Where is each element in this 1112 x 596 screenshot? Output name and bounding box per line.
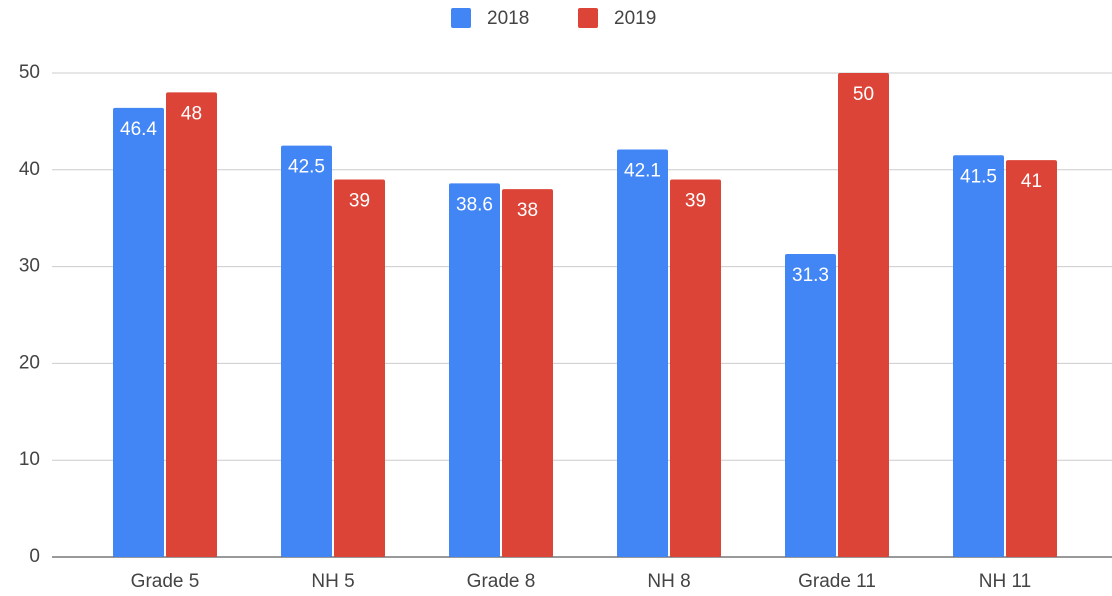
legend-label: 2018: [487, 8, 529, 29]
y-tick-label: 10: [19, 449, 40, 470]
legend-label: 2019: [614, 8, 656, 29]
data-label: 50: [853, 84, 874, 105]
data-label: 48: [181, 103, 202, 124]
bar: [113, 107, 164, 558]
y-tick-label: 50: [19, 62, 40, 83]
data-label: 46.4: [120, 119, 157, 140]
data-label: 42.5: [288, 157, 325, 178]
x-tick-label: Grade 8: [467, 571, 536, 592]
data-label: 39: [685, 190, 706, 211]
bar: [166, 92, 217, 558]
bar: [502, 189, 553, 557]
data-label: 38.6: [456, 194, 493, 215]
bar: [953, 155, 1004, 557]
legend-swatch: [578, 8, 598, 28]
bar: [449, 183, 500, 558]
data-label: 42.1: [624, 160, 661, 181]
y-tick-label: 0: [29, 546, 40, 567]
y-tick-label: 40: [19, 159, 40, 180]
data-label: 39: [349, 190, 370, 211]
data-label: 38: [517, 200, 538, 221]
data-label: 41: [1021, 171, 1042, 192]
bar: [281, 145, 332, 557]
bar: [838, 73, 889, 557]
bar: [334, 179, 385, 558]
bar: [1006, 160, 1057, 557]
bar: [617, 149, 668, 558]
y-tick-label: 30: [19, 256, 40, 277]
bar: [670, 179, 721, 558]
bar: [785, 254, 836, 558]
x-tick-label: Grade 11: [798, 571, 876, 592]
x-tick-label: NH 5: [311, 571, 354, 592]
legend-swatch: [451, 8, 471, 28]
x-tick-label: Grade 5: [131, 571, 200, 592]
data-label: 41.5: [960, 166, 997, 187]
x-tick-label: NH 11: [979, 571, 1031, 592]
y-tick-label: 20: [19, 352, 40, 373]
data-label: 31.3: [792, 265, 829, 286]
x-tick-label: NH 8: [647, 571, 690, 592]
